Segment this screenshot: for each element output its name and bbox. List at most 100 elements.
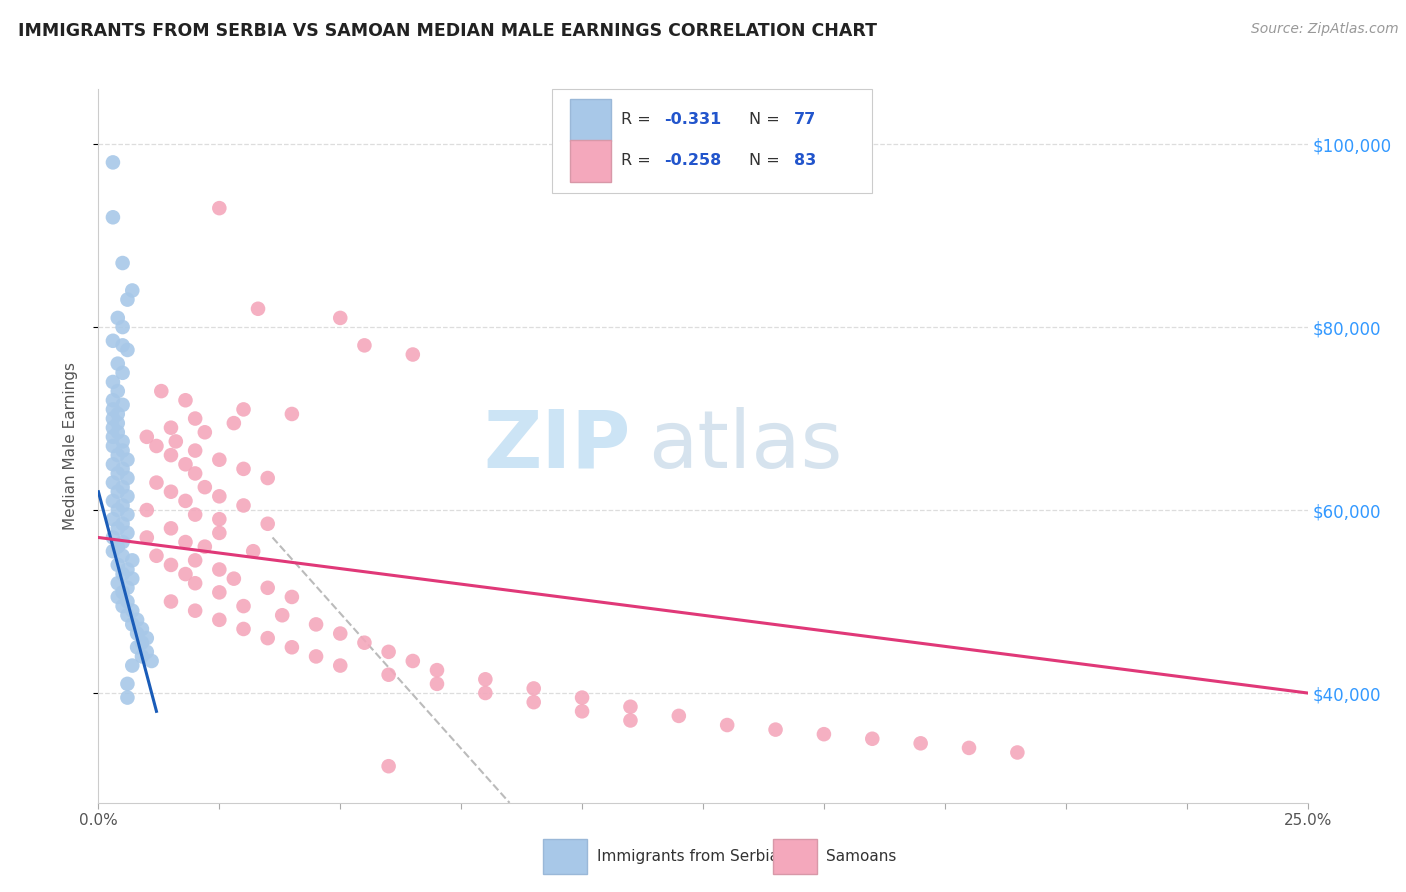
Point xyxy=(111,516,134,531)
Point xyxy=(184,411,207,425)
Point xyxy=(281,640,304,655)
Point xyxy=(135,503,157,517)
Point xyxy=(101,211,124,225)
Point xyxy=(107,540,129,554)
Text: 83: 83 xyxy=(793,153,815,168)
Point xyxy=(910,736,932,750)
Point xyxy=(194,540,217,554)
Point xyxy=(329,626,352,640)
Point xyxy=(1007,746,1029,760)
Point xyxy=(222,572,245,586)
Point xyxy=(111,462,134,476)
Point xyxy=(127,640,149,655)
Point xyxy=(111,398,134,412)
Point xyxy=(101,494,124,508)
Point xyxy=(101,439,124,453)
Point xyxy=(256,516,278,531)
Point xyxy=(117,525,139,540)
Point xyxy=(135,645,157,659)
Point xyxy=(208,452,231,467)
Point xyxy=(101,475,124,490)
Point xyxy=(117,562,139,576)
Point xyxy=(377,667,399,681)
Point xyxy=(184,443,207,458)
Point xyxy=(135,531,157,545)
Point xyxy=(135,430,157,444)
FancyBboxPatch shape xyxy=(543,838,586,874)
Point xyxy=(208,613,231,627)
Point xyxy=(232,599,254,613)
Point xyxy=(474,673,496,687)
Point xyxy=(107,357,129,371)
Point xyxy=(121,284,143,298)
Point xyxy=(107,310,129,325)
Point xyxy=(256,471,278,485)
Point xyxy=(141,654,163,668)
Point xyxy=(111,338,134,352)
Text: N =: N = xyxy=(749,153,785,168)
Point xyxy=(377,759,399,773)
Point xyxy=(232,622,254,636)
Point xyxy=(121,572,143,586)
Point xyxy=(174,567,197,582)
Point xyxy=(194,480,217,494)
Point xyxy=(117,293,139,307)
Point xyxy=(117,594,139,608)
Point xyxy=(860,731,883,746)
Point xyxy=(107,576,129,591)
Point xyxy=(107,558,129,572)
Point xyxy=(184,576,207,591)
Point xyxy=(101,531,124,545)
Point xyxy=(160,448,183,462)
Point xyxy=(474,686,496,700)
Point xyxy=(107,416,129,430)
Point xyxy=(111,567,134,582)
Point xyxy=(121,617,143,632)
Text: R =: R = xyxy=(621,153,655,168)
Point xyxy=(208,512,231,526)
Point xyxy=(208,525,231,540)
Point xyxy=(957,740,980,755)
Point xyxy=(101,334,124,348)
Point xyxy=(117,471,139,485)
Y-axis label: Median Male Earnings: Median Male Earnings xyxy=(63,362,77,530)
Point xyxy=(135,631,157,645)
Point xyxy=(165,434,187,449)
Point xyxy=(117,608,139,623)
Point xyxy=(111,443,134,458)
Point xyxy=(145,475,167,490)
Point xyxy=(184,604,207,618)
Text: Samoans: Samoans xyxy=(827,849,897,863)
Point xyxy=(208,489,231,503)
Point xyxy=(256,631,278,645)
Point xyxy=(111,599,134,613)
Point xyxy=(101,420,124,434)
Point xyxy=(127,613,149,627)
Point xyxy=(117,452,139,467)
Point xyxy=(101,393,124,408)
Text: -0.258: -0.258 xyxy=(664,153,721,168)
Point xyxy=(813,727,835,741)
Point xyxy=(117,489,139,503)
Point xyxy=(619,714,641,728)
Point xyxy=(107,590,129,604)
Point xyxy=(117,677,139,691)
Point xyxy=(353,338,375,352)
Point xyxy=(111,480,134,494)
Point xyxy=(111,366,134,380)
Point xyxy=(402,347,425,361)
Text: R =: R = xyxy=(621,112,655,128)
Point xyxy=(111,535,134,549)
Point xyxy=(117,690,139,705)
Point xyxy=(160,558,183,572)
Point xyxy=(426,663,449,677)
Point xyxy=(765,723,787,737)
Text: atlas: atlas xyxy=(648,407,844,485)
Point xyxy=(329,658,352,673)
Point xyxy=(305,617,328,632)
Point xyxy=(160,521,183,535)
Text: 77: 77 xyxy=(793,112,815,128)
Point xyxy=(145,439,167,453)
Point xyxy=(107,448,129,462)
Point xyxy=(184,508,207,522)
